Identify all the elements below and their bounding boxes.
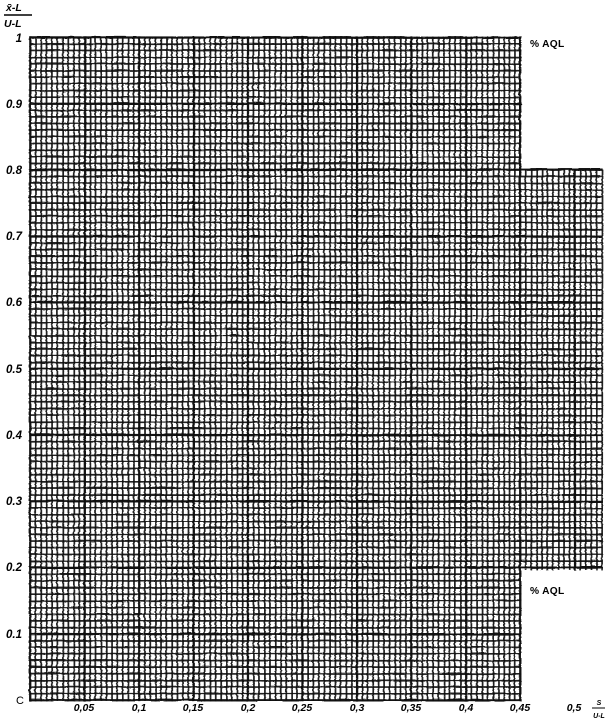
svg-text:0.2: 0.2 (6, 562, 23, 574)
svg-text:0.3: 0.3 (6, 496, 23, 508)
svg-text:0.7: 0.7 (6, 231, 23, 243)
svg-text:0,25: 0,25 (292, 702, 313, 714)
svg-text:U-L: U-L (4, 18, 22, 30)
svg-text:0.9: 0.9 (6, 99, 23, 111)
svg-text:0,45: 0,45 (510, 702, 531, 714)
svg-text:0,4: 0,4 (459, 702, 474, 714)
svg-text:0,2: 0,2 (241, 702, 256, 714)
svg-text:S: S (597, 700, 602, 707)
svg-text:0,1: 0,1 (132, 702, 147, 714)
svg-text:0,15: 0,15 (183, 702, 204, 714)
svg-text:0.4: 0.4 (6, 430, 23, 442)
svg-text:0,05: 0,05 (74, 702, 95, 714)
svg-text:x̄-L: x̄-L (5, 2, 22, 14)
svg-text:1: 1 (16, 33, 22, 45)
svg-text:0.6: 0.6 (6, 297, 23, 309)
svg-text:0,35: 0,35 (401, 702, 422, 714)
svg-text:0,3: 0,3 (350, 702, 365, 714)
svg-text:0.5: 0.5 (6, 364, 23, 376)
svg-text:C: C (16, 695, 24, 707)
svg-text:U-L: U-L (593, 713, 605, 720)
svg-text:0.8: 0.8 (6, 165, 23, 177)
svg-text:0.1: 0.1 (6, 629, 22, 641)
svg-text:0,5: 0,5 (567, 702, 582, 714)
svg-text:% AQL: % AQL (530, 586, 565, 597)
svg-text:% AQL: % AQL (530, 39, 565, 50)
